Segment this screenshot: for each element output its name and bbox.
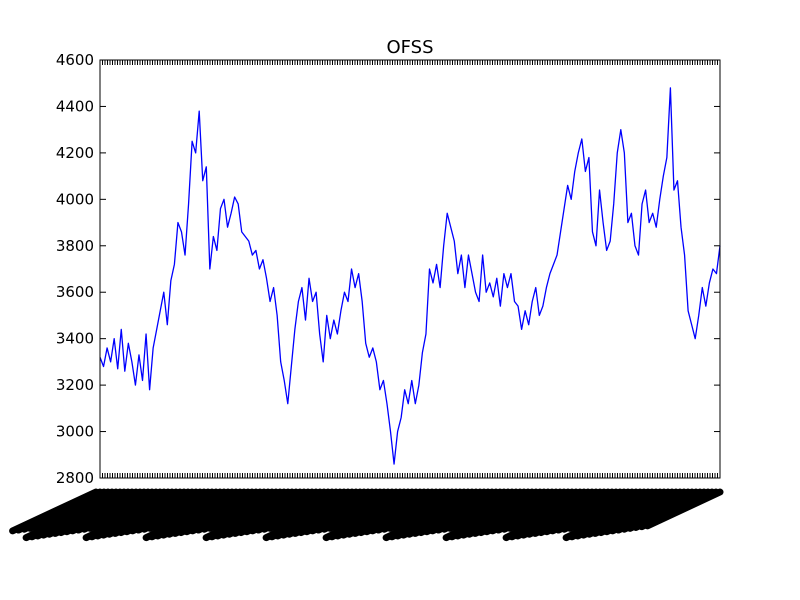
y-tick-label: 4200: [56, 144, 94, 162]
x-axis-tick-labels: [9, 488, 724, 542]
chart-title: OFSS: [386, 37, 433, 58]
y-tick-label: 3000: [56, 423, 94, 441]
y-tick-label: 3800: [56, 237, 94, 255]
y-axis-ticks: 2800 3000 3200 3400 3600 3800 4000 4200 4400 4600: [56, 51, 720, 487]
y-tick-label: 3400: [56, 330, 94, 348]
y-tick-label: 4600: [56, 51, 94, 69]
y-tick-label: 3200: [56, 376, 94, 394]
y-tick-label: 4000: [56, 190, 94, 208]
x-axis-ticks: [99, 60, 721, 478]
y-tick-label: 3600: [56, 283, 94, 301]
plot-frame: [99, 59, 721, 479]
y-tick-label: 2800: [56, 469, 94, 487]
series-line: [99, 87, 721, 465]
y-tick-label: 4400: [56, 97, 94, 115]
x-tick-label: [643, 488, 724, 530]
